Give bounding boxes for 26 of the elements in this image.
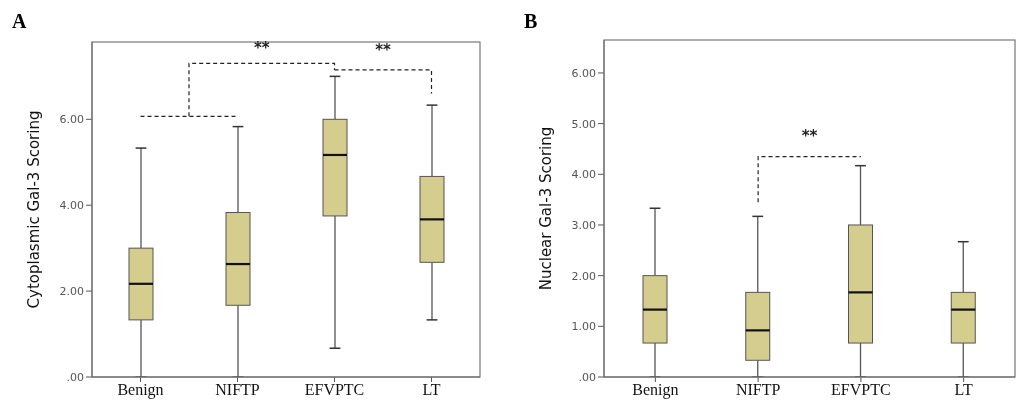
y-tick-label: 2.00: [59, 285, 84, 299]
y-axis-title: Cytoplasmic Gal-3 Scoring: [25, 110, 44, 309]
y-tick-label: 1.00: [571, 320, 596, 334]
y-tick-label: 4.00: [571, 168, 596, 182]
y-tick-label: 6.00: [571, 66, 596, 80]
x-tick-label: EFVPTC: [304, 381, 365, 399]
y-axis-title: Nuclear Gal-3 Scoring: [537, 126, 556, 291]
chart-title: A: [12, 10, 27, 33]
y-tick-label: 6.00: [59, 113, 84, 127]
y-tick-label: 4.00: [59, 199, 84, 213]
x-tick-label: LT: [422, 381, 441, 399]
annotation: **: [375, 40, 391, 59]
x-tick-label: NIFTP: [735, 381, 781, 399]
x-tick-label: Benign: [632, 381, 679, 400]
x-tick-label: NIFTP: [215, 381, 260, 399]
x-tick-label: LT: [954, 381, 973, 399]
chart-title: B: [524, 10, 538, 33]
x-tick-label: Benign: [117, 381, 164, 400]
y-tick-label: .00: [578, 370, 596, 384]
x-tick-label: EFVPTC: [831, 381, 891, 399]
y-tick-label: 2.00: [571, 269, 596, 283]
annotation: **: [801, 127, 818, 146]
y-tick-label: 5.00: [571, 117, 596, 131]
y-tick-label: .00: [66, 370, 84, 384]
annotation: **: [253, 38, 270, 57]
y-tick-label: 3.00: [571, 218, 596, 232]
